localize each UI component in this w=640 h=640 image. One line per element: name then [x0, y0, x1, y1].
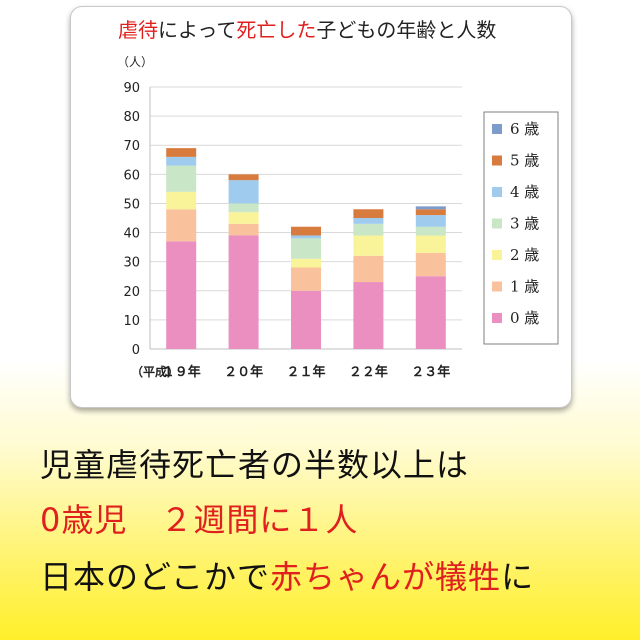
- bar-segment: [353, 255, 384, 283]
- legend-swatch: [492, 281, 502, 292]
- x-tick-label: １９年: [162, 364, 201, 380]
- legend-label: 1 歳: [510, 278, 539, 296]
- x-tick-label: ２１年: [286, 364, 325, 380]
- bar-segment: [291, 258, 321, 268]
- bar-segment: [228, 235, 259, 349]
- legend-swatch: [492, 218, 502, 229]
- bar-segment: [353, 235, 384, 256]
- y-tick-label: 60: [123, 168, 140, 183]
- bar-segment: [353, 218, 384, 224]
- legend-swatch: [492, 250, 502, 260]
- bar-segment: [415, 209, 446, 216]
- caption-text: 児童虐待死亡者の半数以上は: [40, 446, 470, 484]
- legend-swatch: [492, 155, 502, 166]
- legend-swatch: [492, 313, 502, 323]
- legend-label: 3 歳: [510, 215, 539, 233]
- caption-text: 0歳児 ２週間に１人: [40, 501, 359, 539]
- caption-line-3: 日本のどこかで赤ちゃんが犠牲に: [40, 552, 534, 598]
- stacked-bar-chart: 0 10 20 30 40 50 60 70 80 90 （人） １９年 ２０年 ２１年 ２２年 ２３年 （平成…: [117, 55, 559, 380]
- legend-swatch: [492, 124, 502, 134]
- bar-segment: [291, 235, 321, 239]
- bar-segment: [291, 267, 321, 291]
- bar-segment: [166, 191, 197, 210]
- x-tick-label: ２３年: [411, 364, 450, 380]
- y-tick-label: 50: [123, 197, 140, 212]
- y-tick-label: 30: [123, 256, 140, 271]
- chart-title-part: 死亡した: [236, 18, 317, 42]
- bar-segment: [415, 215, 446, 227]
- bar-segment: [228, 180, 259, 204]
- legend-swatch: [492, 187, 502, 197]
- y-tick-label: 20: [123, 285, 140, 300]
- bar-segment: [166, 156, 197, 166]
- bar-segment: [166, 148, 197, 157]
- bar-segment: [415, 235, 446, 253]
- bar-segment: [353, 209, 384, 218]
- legend-label: 2 歳: [510, 246, 539, 264]
- bar-segment: [291, 238, 321, 259]
- y-tick-label: 90: [123, 81, 140, 96]
- bar-segment: [291, 226, 321, 236]
- bar-segment: [291, 290, 321, 349]
- bar-segment: [166, 165, 197, 192]
- y-tick-label: 0: [132, 343, 140, 358]
- bar-segment: [415, 206, 446, 210]
- chart-title-part: によって: [158, 18, 237, 42]
- bar-segment: [228, 212, 259, 224]
- bar-segment: [166, 241, 197, 349]
- y-tick-label: 40: [123, 227, 140, 242]
- bar-segment: [415, 276, 446, 349]
- chart-title-part: 虐待: [118, 18, 158, 42]
- bar-segment: [415, 252, 446, 277]
- legend-label: 0 歳: [510, 309, 539, 327]
- caption-line-1: 児童虐待死亡者の半数以上は: [40, 440, 469, 486]
- caption-text-highlight: 赤ちゃんが犠牲: [270, 558, 502, 596]
- bar-segment: [228, 174, 259, 181]
- caption-line-2: 0歳児 ２週間に１人: [40, 495, 358, 541]
- legend-label: 4 歳: [510, 183, 539, 201]
- y-tick-label: 10: [123, 314, 140, 329]
- x-tick-label: ２２年: [349, 364, 388, 380]
- bar-segment: [228, 203, 259, 213]
- legend-label: 6 歳: [510, 120, 539, 138]
- y-axis-label: （人）: [117, 55, 153, 69]
- chart-title-part: 子どもの年齢と人数: [316, 18, 497, 42]
- x-axis-label: （平成）: [131, 364, 179, 379]
- y-tick-label: 70: [123, 139, 140, 154]
- bar-segment: [415, 226, 446, 236]
- x-tick-label: ２０年: [224, 364, 263, 380]
- bar-segment: [166, 209, 197, 242]
- caption-text: に: [501, 558, 535, 596]
- y-tick-label: 80: [123, 110, 140, 125]
- bar-segment: [228, 223, 259, 236]
- caption-text: 日本のどこかで: [40, 558, 271, 596]
- legend-label: 5 歳: [510, 152, 539, 170]
- bar-segment: [353, 282, 384, 349]
- bar-segment: [353, 223, 384, 236]
- chart-title: 虐待によって死亡した子どもの年齢と人数: [118, 14, 538, 43]
